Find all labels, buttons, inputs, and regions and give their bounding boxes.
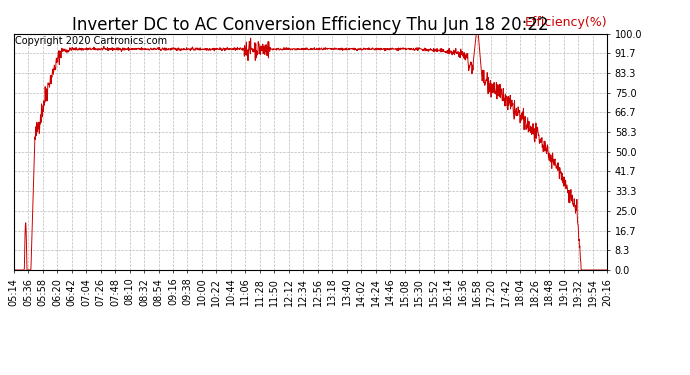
Title: Inverter DC to AC Conversion Efficiency Thu Jun 18 20:22: Inverter DC to AC Conversion Efficiency …	[72, 16, 549, 34]
Text: Efficiency(%): Efficiency(%)	[524, 16, 607, 29]
Text: Copyright 2020 Cartronics.com: Copyright 2020 Cartronics.com	[15, 36, 167, 46]
